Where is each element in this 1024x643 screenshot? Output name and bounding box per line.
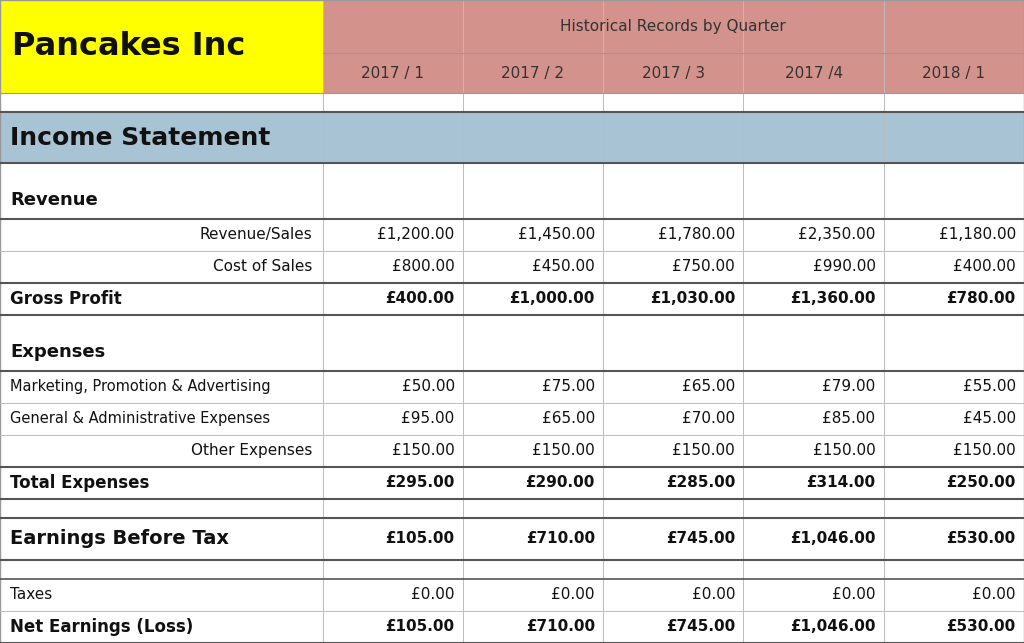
Text: £150.00: £150.00 (392, 443, 455, 458)
Text: £1,046.00: £1,046.00 (791, 531, 876, 547)
Bar (0, 0, 323, 93)
Text: Taxes: Taxes (10, 588, 52, 602)
Text: £710.00: £710.00 (525, 531, 595, 547)
Text: £990.00: £990.00 (812, 259, 876, 274)
Text: Income Statement: Income Statement (10, 125, 270, 150)
Text: £105.00: £105.00 (385, 531, 455, 547)
Text: £1,450.00: £1,450.00 (518, 227, 595, 242)
Text: £1,180.00: £1,180.00 (939, 227, 1016, 242)
Text: £0.00: £0.00 (833, 588, 876, 602)
Text: Revenue: Revenue (10, 192, 98, 210)
Text: £65.00: £65.00 (682, 379, 735, 394)
Text: £0.00: £0.00 (973, 588, 1016, 602)
Text: 2018 / 1: 2018 / 1 (923, 66, 985, 80)
Bar (323, 0, 1024, 53)
Text: Historical Records by Quarter: Historical Records by Quarter (560, 19, 786, 34)
Text: £710.00: £710.00 (525, 619, 595, 635)
Text: Pancakes Inc: Pancakes Inc (12, 31, 246, 62)
Text: £530.00: £530.00 (946, 531, 1016, 547)
Text: £0.00: £0.00 (692, 588, 735, 602)
Text: £450.00: £450.00 (532, 259, 595, 274)
Text: Other Expenses: Other Expenses (190, 443, 312, 458)
Text: Marketing, Promotion & Advertising: Marketing, Promotion & Advertising (10, 379, 271, 394)
Text: £0.00: £0.00 (552, 588, 595, 602)
Text: £400.00: £400.00 (385, 291, 455, 306)
Text: 2017 / 3: 2017 / 3 (642, 66, 705, 80)
Text: £95.00: £95.00 (401, 412, 455, 426)
Text: £2,350.00: £2,350.00 (798, 227, 876, 242)
Bar (0, 113, 1024, 163)
Text: £65.00: £65.00 (542, 412, 595, 426)
Text: £150.00: £150.00 (953, 443, 1016, 458)
Text: 2017 / 1: 2017 / 1 (361, 66, 424, 80)
Text: Revenue/Sales: Revenue/Sales (200, 227, 312, 242)
Text: 2017 / 2: 2017 / 2 (502, 66, 564, 80)
Text: £70.00: £70.00 (682, 412, 735, 426)
Text: £1,780.00: £1,780.00 (658, 227, 735, 242)
Text: £800.00: £800.00 (392, 259, 455, 274)
Text: £745.00: £745.00 (666, 531, 735, 547)
Text: £250.00: £250.00 (946, 475, 1016, 491)
Text: £0.00: £0.00 (412, 588, 455, 602)
Text: £79.00: £79.00 (822, 379, 876, 394)
Text: £290.00: £290.00 (525, 475, 595, 491)
Text: Earnings Before Tax: Earnings Before Tax (10, 529, 229, 548)
Text: £150.00: £150.00 (673, 443, 735, 458)
Text: £1,030.00: £1,030.00 (650, 291, 735, 306)
Text: Gross Profit: Gross Profit (10, 290, 122, 308)
Text: £45.00: £45.00 (963, 412, 1016, 426)
Text: £1,046.00: £1,046.00 (791, 619, 876, 635)
Text: £50.00: £50.00 (401, 379, 455, 394)
Text: General & Administrative Expenses: General & Administrative Expenses (10, 412, 270, 426)
Text: £780.00: £780.00 (946, 291, 1016, 306)
Text: Net Earnings (Loss): Net Earnings (Loss) (10, 618, 194, 636)
Text: £150.00: £150.00 (532, 443, 595, 458)
Text: 2017 /4: 2017 /4 (784, 66, 843, 80)
Text: £314.00: £314.00 (806, 475, 876, 491)
Text: Total Expenses: Total Expenses (10, 474, 150, 492)
Text: £105.00: £105.00 (385, 619, 455, 635)
Text: £400.00: £400.00 (953, 259, 1016, 274)
Text: £750.00: £750.00 (673, 259, 735, 274)
Text: Cost of Sales: Cost of Sales (213, 259, 312, 274)
Text: £1,360.00: £1,360.00 (791, 291, 876, 306)
Text: £85.00: £85.00 (822, 412, 876, 426)
Text: £75.00: £75.00 (542, 379, 595, 394)
Text: £55.00: £55.00 (963, 379, 1016, 394)
Text: £745.00: £745.00 (666, 619, 735, 635)
Text: £150.00: £150.00 (813, 443, 876, 458)
Bar (323, 53, 1024, 93)
Text: £530.00: £530.00 (946, 619, 1016, 635)
Text: £285.00: £285.00 (666, 475, 735, 491)
Text: £1,000.00: £1,000.00 (510, 291, 595, 306)
Text: Expenses: Expenses (10, 343, 105, 361)
Text: £1,200.00: £1,200.00 (378, 227, 455, 242)
Text: £295.00: £295.00 (385, 475, 455, 491)
